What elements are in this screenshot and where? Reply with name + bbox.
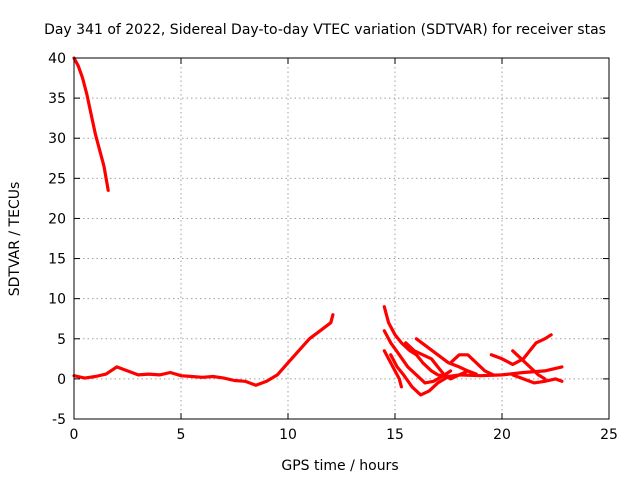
series-bundle-c [389, 353, 564, 397]
y-tick-label: -5 [52, 412, 66, 428]
y-tick-label: 30 [48, 131, 66, 147]
series-bundle-d [382, 349, 403, 389]
series-tail-22 [511, 373, 564, 385]
y-tick-label: 40 [48, 51, 66, 67]
x-tick-label: 15 [386, 427, 404, 443]
series-bump-18 [449, 353, 495, 377]
y-tick-label: 5 [57, 332, 66, 348]
series-bundle-a [382, 305, 451, 379]
grid-lines [74, 58, 609, 419]
y-tick-label: 10 [48, 292, 66, 308]
y-tick-label: 20 [48, 211, 66, 227]
y-tick-label: 0 [57, 372, 66, 388]
series-bundle-b [382, 329, 453, 385]
series-early-decline [72, 56, 110, 192]
series-tail-20 [511, 349, 547, 381]
x-tick-label: 25 [600, 427, 618, 443]
x-tick-label: 10 [279, 427, 297, 443]
series-bundle-e [404, 341, 478, 381]
x-axis-label: GPS time / hours [281, 458, 398, 474]
series-baseline-and-rise [72, 313, 335, 387]
y-tick-label: 15 [48, 252, 66, 268]
series-bundle-f [414, 337, 478, 377]
y-tick-label: 35 [48, 91, 66, 107]
x-tick-label: 5 [177, 427, 186, 443]
y-tick-label: 25 [48, 171, 66, 187]
x-tick-label: 20 [493, 427, 511, 443]
plot-frame [73, 57, 610, 420]
chart-title: Day 341 of 2022, Sidereal Day-to-day VTE… [44, 22, 606, 38]
y-axis-label: SDTVAR / TECUs [7, 182, 23, 297]
x-tick-label: 0 [70, 427, 79, 443]
series-tail-21 [489, 333, 553, 366]
data-series [72, 56, 564, 397]
